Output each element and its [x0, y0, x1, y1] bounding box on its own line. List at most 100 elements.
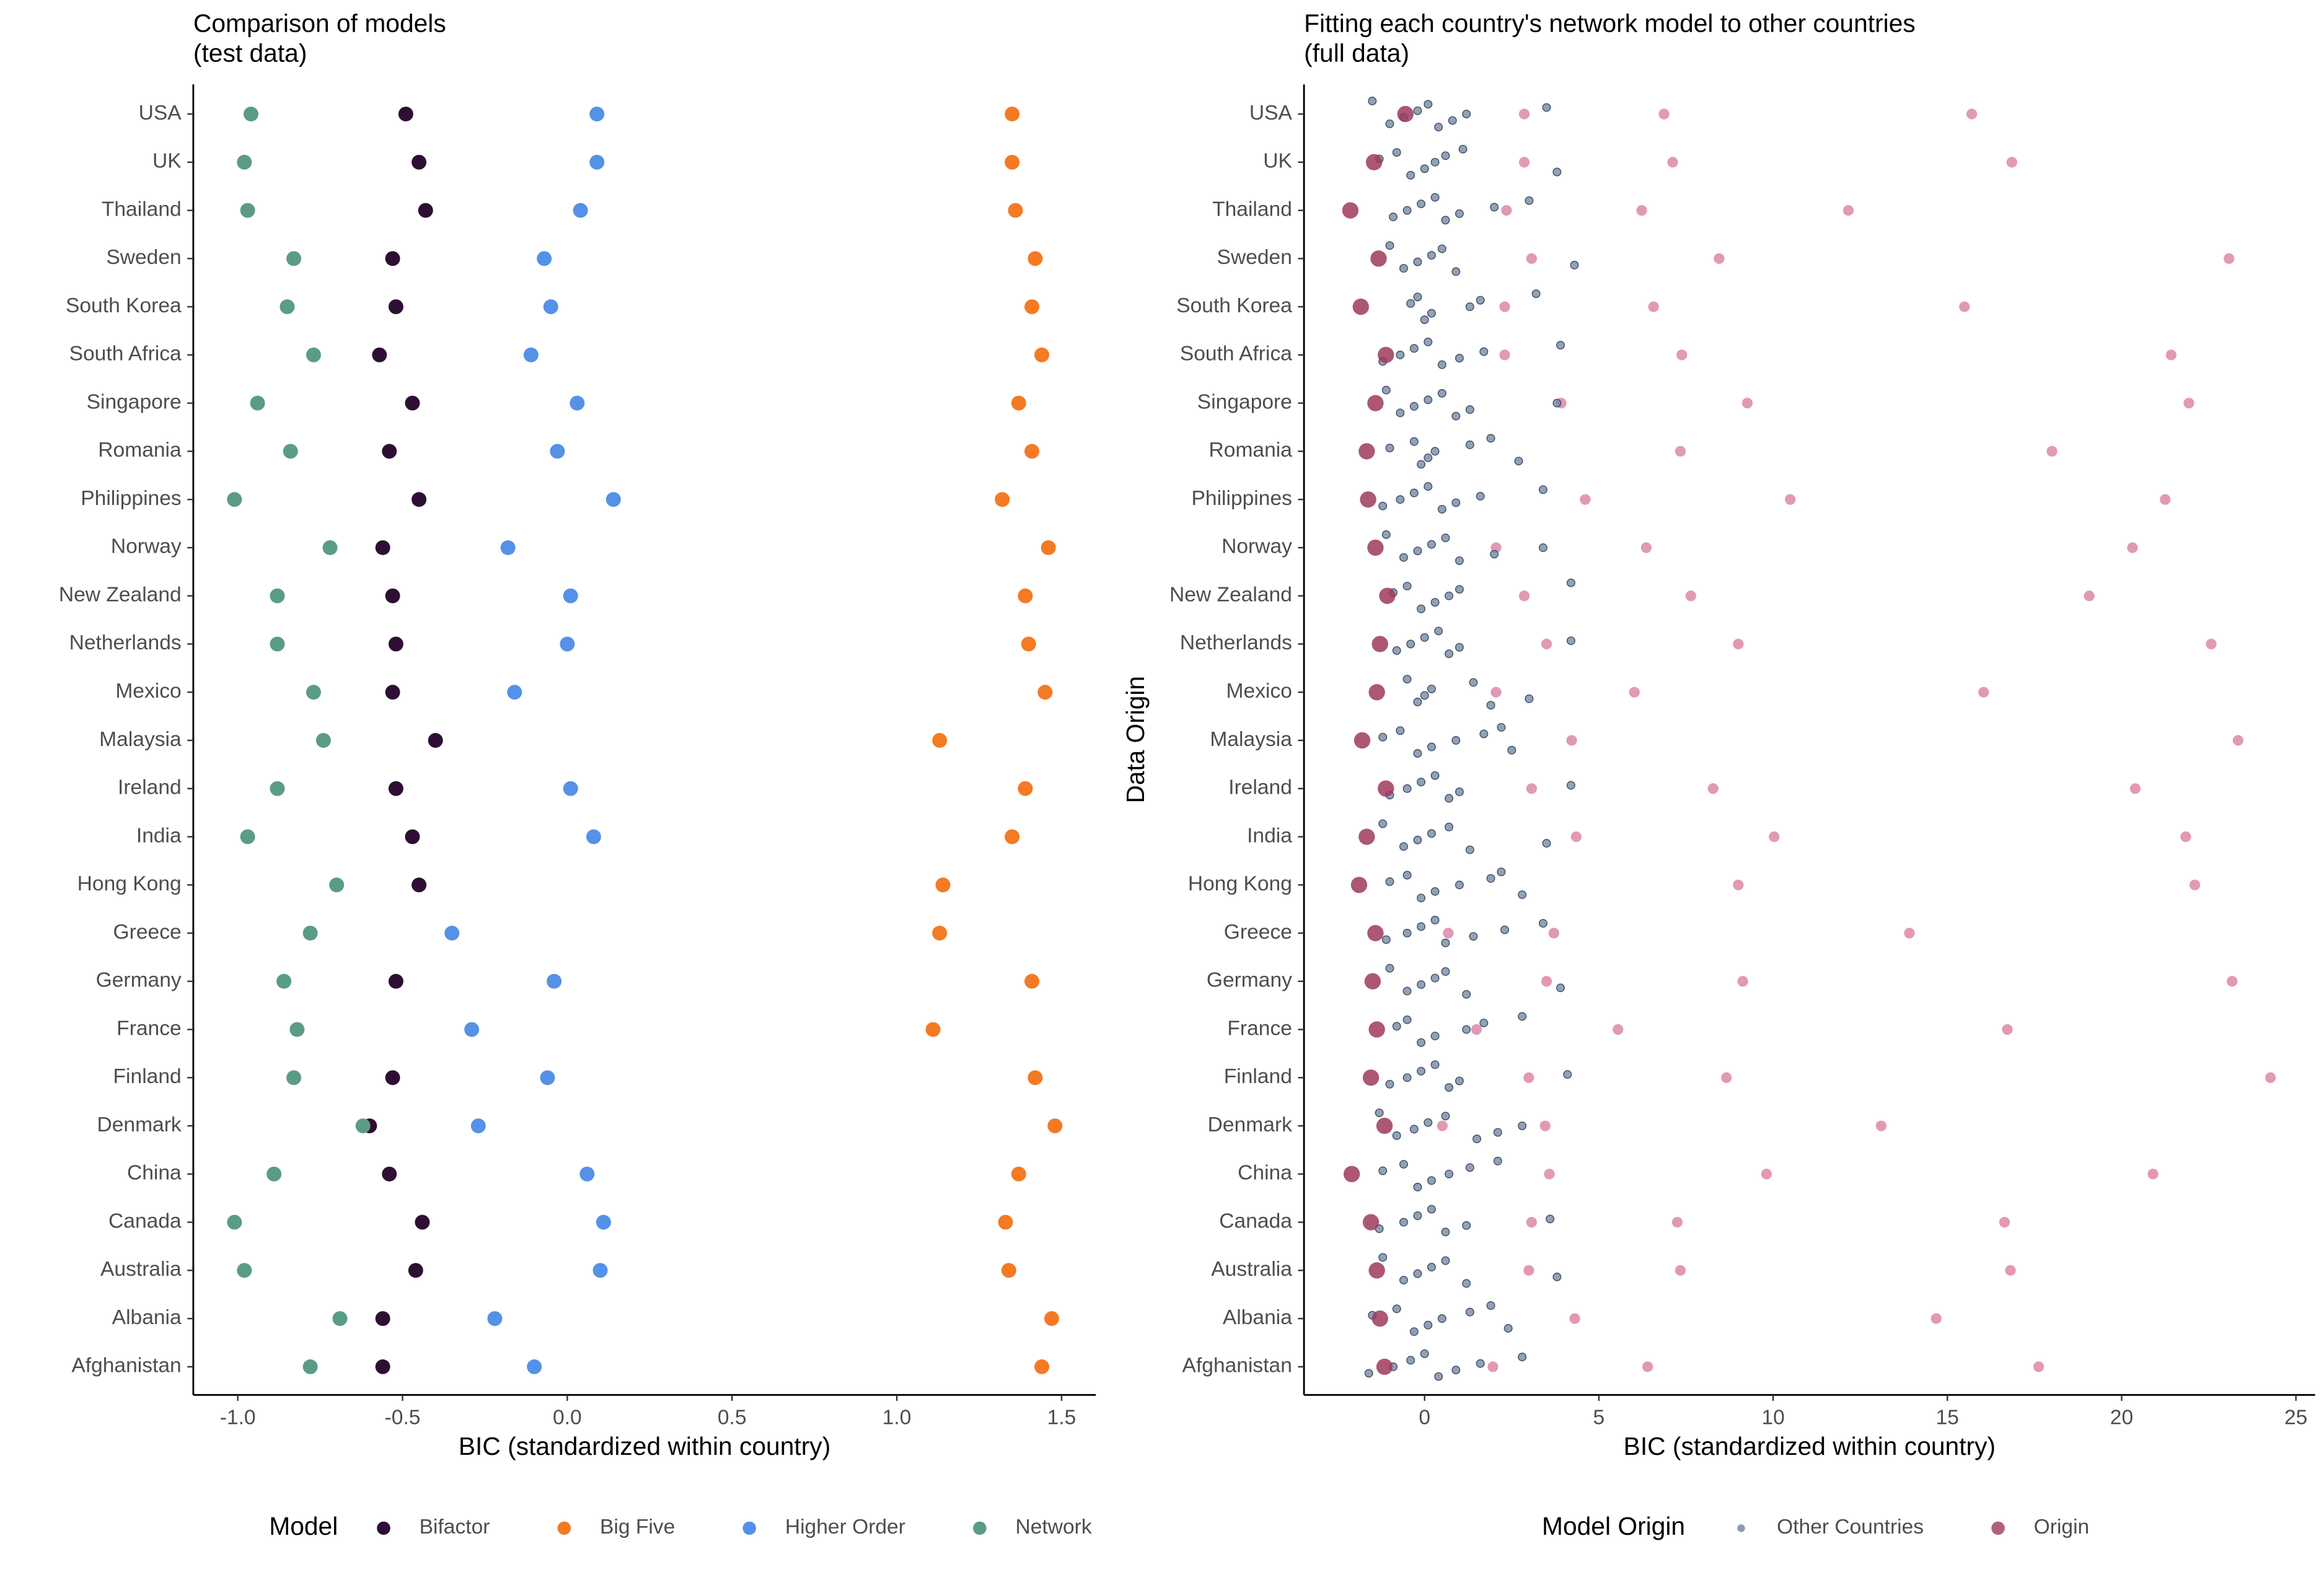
other-point — [1538, 485, 1547, 494]
other-point — [1563, 1070, 1572, 1079]
other-point — [1392, 1022, 1401, 1031]
other-point — [1469, 678, 1478, 687]
other-point — [1424, 1320, 1433, 1330]
other-point — [1497, 722, 1506, 732]
point — [412, 154, 427, 170]
y-tick-label: Hong Kong — [77, 872, 182, 895]
y-tick-label: Philippines — [81, 487, 181, 510]
point — [596, 1214, 611, 1230]
other-point — [1409, 488, 1419, 498]
point — [266, 1166, 282, 1182]
y-tick-label: Albania — [112, 1306, 182, 1329]
cross-point — [1978, 687, 1989, 698]
legend-label: Network — [1015, 1516, 1091, 1538]
other-point — [1479, 1019, 1489, 1027]
point — [405, 395, 420, 411]
other-point — [1399, 264, 1408, 273]
point — [1005, 154, 1020, 170]
cross-point — [1499, 301, 1510, 312]
other-point — [1402, 871, 1412, 880]
x-tick-label: 20 — [2110, 1406, 2133, 1429]
cross-point — [2189, 879, 2201, 890]
point — [279, 299, 295, 315]
other-point — [1427, 829, 1436, 838]
other-point — [1476, 1359, 1485, 1368]
legend-label: Other Countries — [1777, 1516, 1924, 1538]
point — [500, 540, 516, 555]
point — [932, 732, 948, 748]
other-point — [1518, 890, 1527, 899]
point — [243, 107, 258, 121]
cross-point — [1733, 879, 1744, 890]
origin-point — [1352, 298, 1369, 315]
cross-point — [1548, 928, 1559, 939]
other-point — [1455, 788, 1464, 796]
other-point — [1437, 360, 1446, 369]
y-tick-label: Thailand — [1212, 198, 1292, 221]
y-tick-label: Canada — [108, 1209, 182, 1232]
other-point — [1406, 299, 1415, 308]
other-point — [1451, 267, 1461, 276]
other-point — [1364, 1369, 1373, 1378]
y-tick-label: Sweden — [1217, 246, 1292, 269]
point — [388, 781, 403, 796]
y-tick-label: UK — [1263, 150, 1292, 173]
origin-point — [1368, 1262, 1385, 1279]
point — [1047, 1118, 1063, 1133]
other-point — [1392, 646, 1401, 655]
y-tick-label: Thailand — [102, 198, 182, 221]
other-point — [1465, 440, 1474, 449]
point — [388, 973, 403, 989]
other-point — [1430, 887, 1440, 896]
other-point — [1409, 344, 1419, 353]
other-point — [1417, 893, 1426, 903]
other-point — [1451, 498, 1461, 507]
y-tick-label: Finland — [1224, 1065, 1292, 1088]
cross-point — [2127, 542, 2138, 553]
cross-point — [2165, 349, 2177, 361]
origin-point — [1378, 346, 1394, 363]
origin-point — [1371, 1310, 1388, 1327]
cross-point — [1675, 445, 1686, 457]
legend-title: Model — [269, 1512, 338, 1540]
other-point — [1378, 1166, 1388, 1175]
other-point — [1402, 206, 1412, 215]
cross-point — [1685, 590, 1697, 602]
other-point — [1375, 1108, 1384, 1117]
cross-point — [1544, 1169, 1555, 1180]
cross-point — [1566, 735, 1577, 746]
other-point — [1542, 103, 1551, 112]
origin-point — [1362, 1214, 1380, 1231]
y-tick-label: South Africa — [1180, 343, 1292, 366]
other-point — [1417, 922, 1426, 931]
point — [589, 107, 605, 121]
other-point — [1566, 781, 1575, 790]
cross-point — [1501, 204, 1512, 216]
cross-point — [1523, 1265, 1534, 1276]
origin-point — [1350, 877, 1368, 893]
legend-label: Higher Order — [785, 1516, 905, 1538]
y-tick-label: China — [1238, 1162, 1292, 1185]
other-point — [1409, 1327, 1419, 1336]
origin-point — [1371, 636, 1388, 652]
y-tick-label: Singapore — [1197, 390, 1292, 413]
y-tick-label: Singapore — [87, 390, 182, 413]
other-point — [1486, 1301, 1495, 1310]
other-point — [1424, 100, 1433, 109]
point — [428, 732, 443, 748]
y-tick-label: Romania — [1209, 439, 1293, 462]
cross-point — [2227, 976, 2238, 987]
other-point — [1406, 1356, 1415, 1365]
other-point — [1368, 97, 1377, 105]
other-point — [1518, 1353, 1527, 1362]
chart-title: Comparison of models (test data) — [193, 9, 446, 67]
other-point — [1556, 983, 1565, 993]
other-point — [1392, 1131, 1401, 1140]
cross-point — [1642, 1361, 1653, 1372]
x-tick-label: 0.5 — [718, 1406, 747, 1429]
other-point — [1451, 411, 1461, 421]
y-tick-label: UK — [152, 150, 182, 173]
other-point — [1424, 482, 1433, 491]
other-point — [1445, 1169, 1454, 1178]
x-tick-label: 1.0 — [883, 1406, 912, 1429]
